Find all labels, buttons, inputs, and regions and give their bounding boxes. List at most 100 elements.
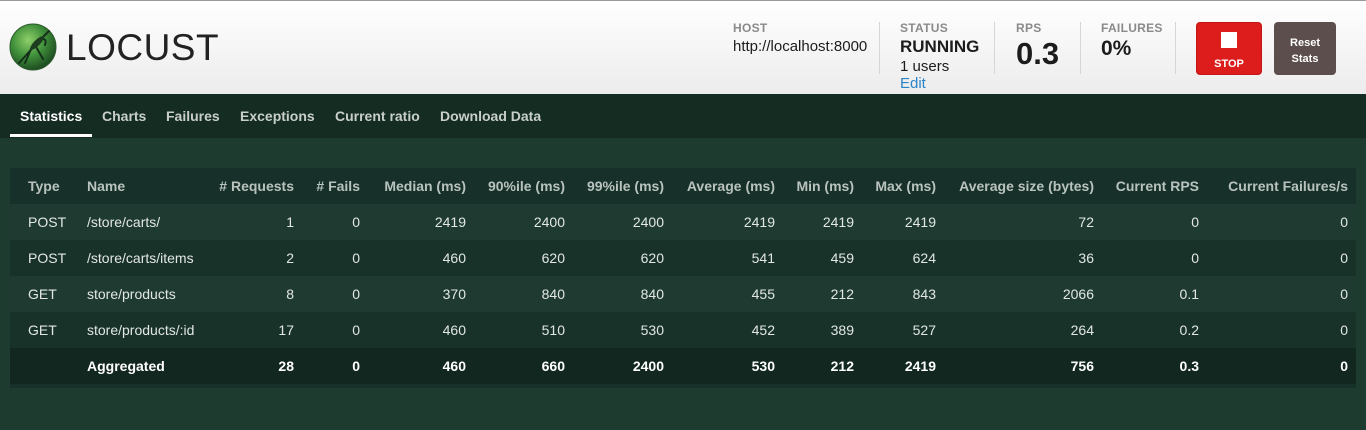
table-cell: POST [10,204,87,240]
table-cell: 17 [207,312,294,348]
locust-logo-icon [9,23,57,71]
table-cell: 0.2 [1094,312,1199,348]
reset-label: Reset [1290,37,1320,49]
table-cell: 0.3 [1094,348,1199,384]
table-cell: store/products/:id [87,312,207,348]
rps-label: RPS [1016,21,1042,35]
column-header[interactable]: Current RPS [1115,178,1199,194]
table-cell: 0 [294,204,360,240]
table-cell: 2419 [854,348,936,384]
host-value: http://localhost:8000 [733,38,868,55]
host-stat: HOST http://localhost:8000 [733,21,867,55]
column-header[interactable]: Name [87,178,126,194]
table-cell: 624 [854,240,936,276]
table-cell: 0 [294,276,360,312]
table-cell: 541 [664,240,775,276]
table-row: GET store/products 8 0 370 840 840 455 212 843 206… [10,276,1356,312]
table-cell: GET [10,276,87,312]
stats-table-container: Type Name # Requests # Fails Median (ms)… [10,168,1356,388]
column-header[interactable]: Max (ms) [875,178,936,194]
user-count: 1 users [900,58,950,75]
divider [879,22,880,74]
table-cell: 36 [936,240,1094,276]
table-cell: 0 [1199,204,1356,240]
failures-value: 0% [1101,37,1132,60]
reset-stats-button[interactable]: Reset Stats [1274,22,1336,75]
divider [1080,22,1081,74]
table-cell: 840 [466,276,565,312]
table-cell: /store/carts/ [87,204,207,240]
table-header-row: Type Name # Requests # Fails Median (ms)… [10,168,1356,204]
host-label: HOST [733,21,768,35]
failures-stat: FAILURES 0% [1101,21,1163,61]
aggregated-row: Aggregated 28 0 460 660 2400 530 212 2419 756 0.3 0 [10,348,1356,384]
tab-current-ratio[interactable]: Current ratio [335,108,420,124]
table-cell: 212 [775,348,854,384]
table-cell: 527 [854,312,936,348]
column-header[interactable]: Current Failures/s [1228,178,1348,194]
table-cell: 212 [775,276,854,312]
table-cell: 459 [775,240,854,276]
logo-text: LOCUST [66,27,220,68]
column-header[interactable]: Average (ms) [686,178,775,194]
tab-charts[interactable]: Charts [102,108,147,124]
table-cell: 452 [664,312,775,348]
table-cell: 0 [1094,204,1199,240]
table-cell: 2066 [936,276,1094,312]
table-cell: 460 [360,240,466,276]
table-cell: 28 [207,348,294,384]
status-value: RUNNING [900,37,980,56]
edit-link[interactable]: Edit [900,75,926,92]
column-header[interactable]: Min (ms) [796,178,854,194]
table-cell: 620 [565,240,664,276]
failures-label: FAILURES [1101,21,1163,35]
tab-exceptions[interactable]: Exceptions [240,108,315,124]
tab-failures[interactable]: Failures [166,108,220,124]
table-row: GET store/products/:id 17 0 460 510 530 452 389 5… [10,312,1356,348]
status-label: STATUS [900,21,949,35]
tab-statistics[interactable]: Statistics [20,108,83,124]
table-cell: 389 [775,312,854,348]
table-cell: 0 [1199,312,1356,348]
stop-label: STOP [1214,58,1244,70]
tab-download-data[interactable]: Download Data [440,108,542,124]
table-cell: POST [10,240,87,276]
column-header[interactable]: Median (ms) [384,178,466,194]
table-cell: Aggregated [87,348,207,384]
rps-value: 0.3 [1016,36,1060,71]
active-tab-indicator [10,134,92,137]
table-cell: 756 [936,348,1094,384]
table-cell: 2419 [360,204,466,240]
table-cell: 843 [854,276,936,312]
table-cell: 460 [360,312,466,348]
table-cell: 2400 [565,204,664,240]
table-cell: 72 [936,204,1094,240]
table-cell: 2419 [854,204,936,240]
column-header[interactable]: 99%ile (ms) [586,178,664,194]
table-cell: 0 [1199,348,1356,384]
table-cell: 0 [1199,240,1356,276]
stop-square-icon [1221,32,1237,48]
table-row: POST/store/carts/items 2 0 460 620 620 541 459 6… [10,240,1356,276]
table-cell: store/products [87,276,207,312]
column-header[interactable]: # Requests [219,178,294,194]
column-header[interactable]: # Fails [316,178,360,194]
table-cell: 2419 [775,204,854,240]
table-cell: /store/carts/items [87,240,207,276]
table-cell: 2 [207,240,294,276]
table-cell: 620 [466,240,565,276]
table-cell: 510 [466,312,565,348]
column-header[interactable]: 90%ile (ms) [487,178,565,194]
table-cell: 455 [664,276,775,312]
table-row: POST/store/carts/1 0 2419 2400 2400 2419 2419 2… [10,204,1356,240]
rps-stat: RPS 0.3 [1016,21,1059,72]
table-cell: 530 [565,312,664,348]
table-cell: 460 [360,348,466,384]
column-header[interactable]: Average size (bytes) [959,178,1094,194]
stop-button[interactable]: STOP [1196,22,1262,75]
table-cell: 660 [466,348,565,384]
table-cell: 0.1 [1094,276,1199,312]
table-cell: 8 [207,276,294,312]
column-header[interactable]: Type [28,178,60,194]
tab-bar: Statistics Charts Failures Exceptions Cu… [0,94,1366,138]
